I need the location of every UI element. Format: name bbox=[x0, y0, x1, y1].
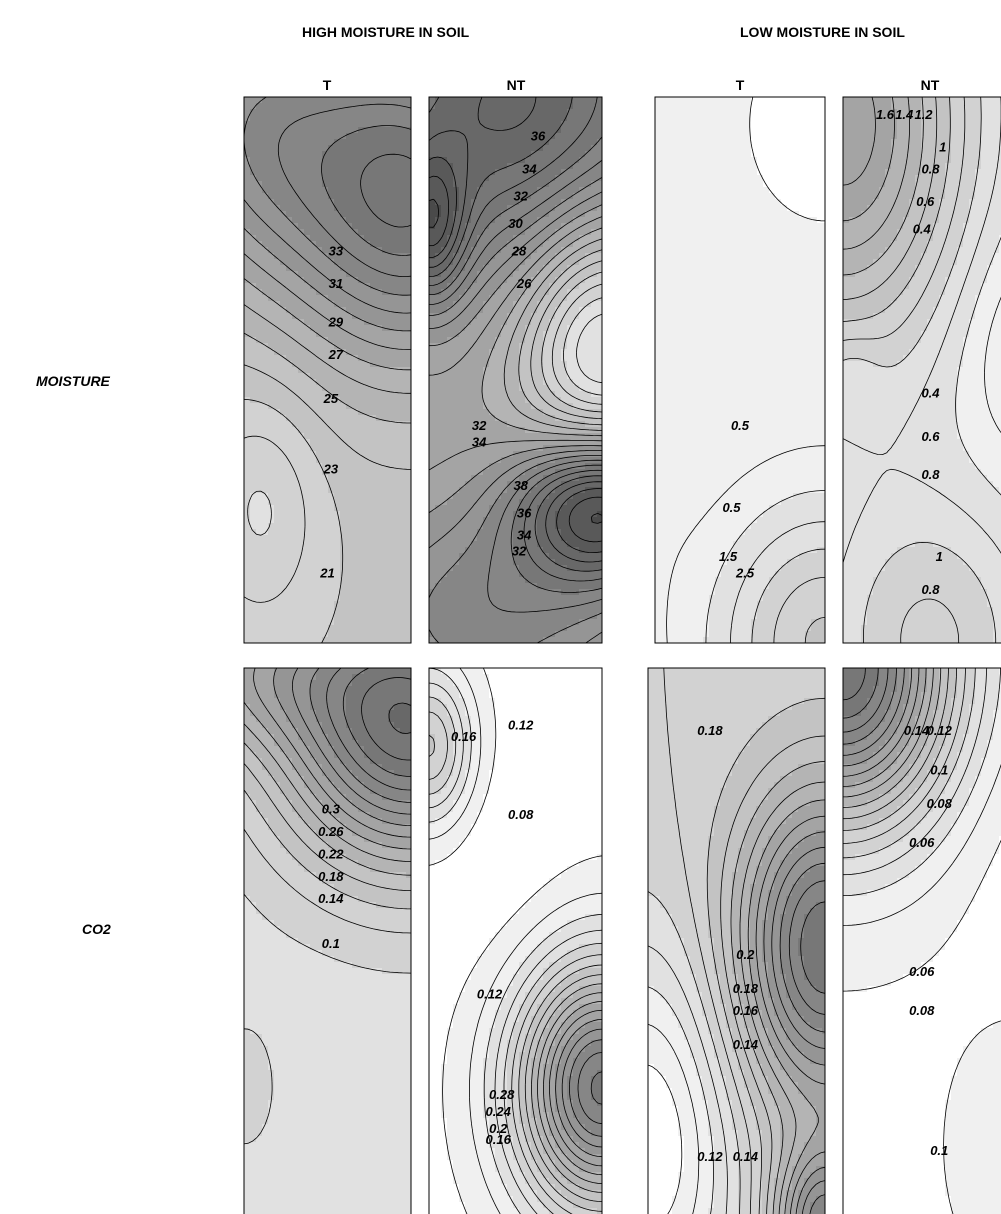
contour-label: 0.12 bbox=[927, 723, 953, 738]
contour-label: 0.3 bbox=[322, 802, 341, 817]
contour-label: 0.16 bbox=[451, 729, 477, 744]
contour-label: 0.24 bbox=[486, 1104, 512, 1119]
panel-moisture-high-t: 33 31 29 27 25 23 21 bbox=[243, 96, 412, 644]
panel-co2-high-t: 0.3 0.26 0.22 0.18 0.14 0.1 bbox=[243, 667, 412, 1214]
contour-label: 0.14 bbox=[733, 1037, 759, 1052]
row-label-co2: CO2 bbox=[82, 921, 111, 937]
contour-label: 0.2 bbox=[489, 1121, 508, 1136]
contour-label: 25 bbox=[323, 391, 339, 406]
contour-label: 0.06 bbox=[909, 964, 935, 979]
contour-label: 0.08 bbox=[508, 807, 534, 822]
contour-label: 0.14 bbox=[318, 891, 344, 906]
contour-label: 38 bbox=[513, 478, 528, 493]
contour-label: 36 bbox=[531, 129, 546, 144]
contour-label: 31 bbox=[329, 276, 343, 291]
contour-label: 0.5 bbox=[722, 500, 741, 515]
panel-frame bbox=[842, 96, 1001, 644]
contour-label: 2.5 bbox=[735, 565, 755, 580]
contour-label: 0.1 bbox=[930, 1143, 948, 1158]
contour-label: 1.6 bbox=[876, 107, 895, 122]
column-title-t: T bbox=[736, 77, 745, 93]
contour-label: 0.12 bbox=[697, 1149, 723, 1164]
panel-frame bbox=[243, 667, 412, 1214]
contour-label: 0.26 bbox=[318, 824, 344, 839]
contour-label: 0.2 bbox=[736, 947, 755, 962]
contour-label: 0.8 bbox=[921, 467, 940, 482]
contour-label: 0.14 bbox=[733, 1149, 759, 1164]
contour-label: 0.08 bbox=[927, 796, 953, 811]
contour-label: 33 bbox=[329, 243, 344, 258]
contour-label: 0.12 bbox=[477, 986, 503, 1001]
contour-label: 32 bbox=[512, 544, 527, 559]
contour-label: 34 bbox=[522, 161, 537, 176]
contour-label: 0.5 bbox=[731, 418, 750, 433]
panel-moisture-low-t: 0.5 0.5 1.52.5 bbox=[654, 96, 826, 644]
contour-label: 0.18 bbox=[733, 981, 759, 996]
contour-lines bbox=[244, 668, 411, 1145]
contour-label: 28 bbox=[511, 243, 527, 258]
contour-label: 0.1 bbox=[322, 936, 340, 951]
panel-frame bbox=[428, 96, 603, 644]
contour-lines bbox=[843, 668, 1001, 1214]
contour-label: 0.16 bbox=[733, 1003, 759, 1018]
panel-co2-low-nt: 0.140.12 0.1 0.08 0.06 0.06 0.08 0.1 bbox=[842, 667, 1001, 1214]
contour-lines bbox=[429, 668, 602, 1214]
contour-label: 0.06 bbox=[909, 835, 935, 850]
contour-label: 0.16 bbox=[486, 1132, 512, 1147]
panel-co2-high-nt: 0.160.120.080.120.280.240.20.16 bbox=[428, 667, 603, 1214]
contour-lines bbox=[666, 97, 825, 643]
contour-label: 29 bbox=[328, 314, 344, 329]
contour-label: 0.6 bbox=[921, 429, 940, 444]
contour-label: 1 bbox=[936, 549, 943, 564]
contour-label: 32 bbox=[472, 418, 487, 433]
contour-label: 34 bbox=[517, 527, 532, 542]
panel-moisture-low-nt: 1.6 1.4 1.2 1 0.8 0.6 0.4 0.4 0.6 0.8 1 0.8 bbox=[842, 96, 1001, 644]
panel-frame bbox=[243, 96, 412, 644]
panel-frame bbox=[842, 667, 1001, 1214]
contour-label: 1.5 bbox=[719, 549, 738, 564]
contour-label: 26 bbox=[516, 276, 532, 291]
contour-lines bbox=[648, 668, 825, 1214]
contour-label: 1.2 bbox=[914, 107, 933, 122]
contour-lines bbox=[843, 97, 1001, 643]
contour-label: 0.8 bbox=[921, 161, 940, 176]
panel-co2-low-t: 0.18 0.2 0.18 0.16 0.14 0.12 0.14 bbox=[647, 667, 826, 1214]
contour-label: 0.08 bbox=[909, 1003, 935, 1018]
contour-label: 0.14 bbox=[904, 723, 930, 738]
contour-label: 0.6 bbox=[916, 194, 935, 209]
panel-frame bbox=[647, 667, 826, 1214]
group-title-low-moisture: LOW MOISTURE IN SOIL bbox=[740, 24, 905, 40]
contour-label: 0.18 bbox=[318, 869, 344, 884]
column-title-nt: NT bbox=[921, 77, 940, 93]
contour-label: 1 bbox=[939, 140, 946, 155]
contour-label: 0.22 bbox=[318, 846, 344, 861]
column-title-t: T bbox=[323, 77, 332, 93]
contour-label: 0.12 bbox=[508, 718, 534, 733]
contour-lines bbox=[429, 97, 602, 643]
contour-label: 34 bbox=[472, 434, 487, 449]
contour-label: 0.8 bbox=[921, 582, 940, 597]
contour-lines bbox=[244, 97, 411, 643]
group-title-high-moisture: HIGH MOISTURE IN SOIL bbox=[302, 24, 469, 40]
contour-label: 0.4 bbox=[913, 222, 932, 237]
contour-label: 0.18 bbox=[697, 723, 723, 738]
contour-label: 1.4 bbox=[895, 107, 914, 122]
panel-frame bbox=[428, 667, 603, 1214]
contour-label: 21 bbox=[319, 565, 334, 580]
contour-label: 27 bbox=[328, 347, 344, 362]
column-title-nt: NT bbox=[507, 77, 526, 93]
contour-label: 30 bbox=[508, 216, 523, 231]
panel-frame bbox=[654, 96, 826, 644]
row-label-moisture: MOISTURE bbox=[36, 373, 110, 389]
contour-label: 36 bbox=[517, 505, 532, 520]
contour-label: 23 bbox=[323, 462, 339, 477]
contour-label: 0.28 bbox=[489, 1087, 515, 1102]
contour-label: 0.4 bbox=[921, 385, 940, 400]
contour-label: 0.1 bbox=[930, 762, 948, 777]
contour-label: 32 bbox=[513, 189, 528, 204]
